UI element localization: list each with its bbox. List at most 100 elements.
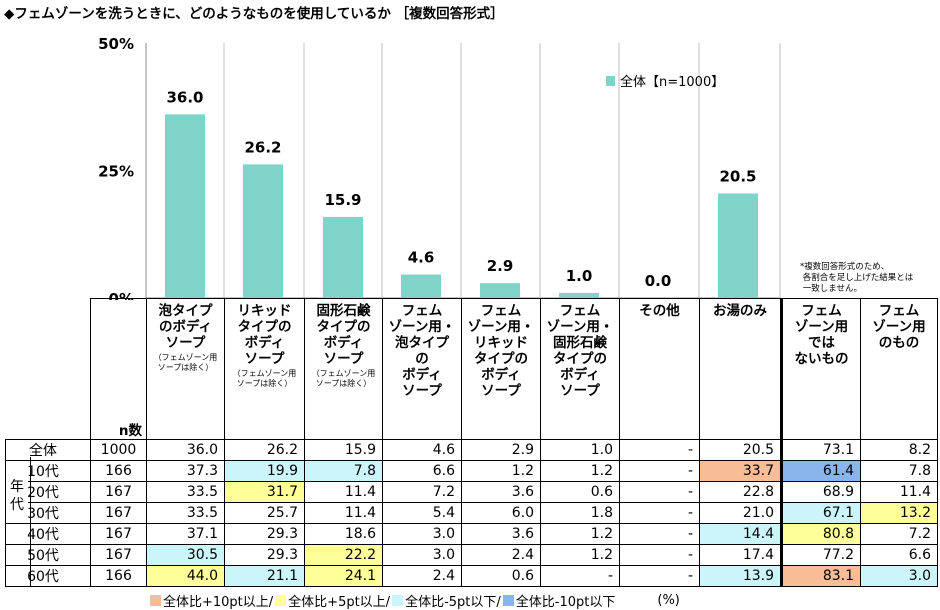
table-cell: 7.8 bbox=[860, 460, 938, 482]
legend-label: 全体比+10pt以上/ bbox=[163, 595, 274, 610]
table-cell: 83.1 bbox=[780, 565, 861, 587]
legend-label: 全体比-5pt以下/ bbox=[405, 595, 501, 610]
table-cell: - bbox=[540, 565, 620, 587]
legend-label: 全体【n=1000】 bbox=[620, 74, 724, 90]
bar-chart: 0% 25% 50% 36.0 26.2 15.9 4.6 2.9 1.0 0.0 20.5 全体【n… bbox=[98, 35, 781, 300]
footnote: *複数回答形式のため、 各割合を足し上げた結果とは 一致しません。 bbox=[800, 262, 914, 294]
column-header: 固形石鹸 タイプの ボディ ソープ （フェムゾーン用 ソープは除く） bbox=[304, 298, 383, 440]
table-cell: 68.9 bbox=[780, 481, 861, 503]
table-cell: 13.9 bbox=[699, 565, 782, 587]
table-cell: 5.4 bbox=[382, 502, 462, 524]
column-header: フェム ゾーン用・ 固形石鹸 タイプの ボディ ソープ bbox=[540, 298, 620, 440]
table-cell: 44.0 bbox=[146, 565, 225, 587]
table-cell: 33.7 bbox=[699, 460, 782, 482]
table-cell: 37.1 bbox=[146, 523, 225, 545]
bar bbox=[165, 114, 205, 299]
column-header: フェム ゾーン用 では ないもの bbox=[780, 298, 861, 440]
column-header: 泡タイプ のボディ ソープ （フェムゾーン用 ソープは除く） bbox=[146, 298, 225, 440]
table-cell: - bbox=[619, 460, 700, 482]
legend-swatch bbox=[150, 595, 161, 606]
legend-swatch bbox=[275, 595, 287, 606]
table-cell: - bbox=[619, 523, 700, 545]
n-column-header: n数 bbox=[90, 298, 147, 440]
column-header: リキッド タイプの ボディ ソープ （フェムゾーン用 ソープは除く） bbox=[224, 298, 305, 440]
table-cell: 20.5 bbox=[699, 439, 782, 461]
age-group-label: 年代 bbox=[6, 478, 28, 514]
column-header: フェム ゾーン用・ 泡タイプのボディ ソープ bbox=[382, 298, 462, 440]
legend-swatch bbox=[502, 595, 514, 606]
bar-value-label: 36.0 bbox=[166, 88, 203, 106]
table-row: 全体 1000 36.0 26.2 15.9 4.6 2.9 1.0-20.5 73.1 8.2 bbox=[5, 439, 938, 461]
table-cell: 22.8 bbox=[699, 481, 782, 503]
table-cell: 11.4 bbox=[860, 481, 938, 503]
bar-value-label: 0.0 bbox=[645, 272, 672, 290]
table-cell: 7.8 bbox=[304, 460, 383, 482]
table-cell: 19.9 bbox=[224, 460, 305, 482]
table-cell: 0.6 bbox=[461, 565, 541, 587]
table-cell: 3.0 bbox=[382, 544, 462, 566]
row-label: 50代 bbox=[5, 544, 91, 566]
table-cell: 1.8 bbox=[540, 502, 620, 524]
bar bbox=[480, 283, 520, 298]
table-cell: 11.4 bbox=[304, 481, 383, 503]
unit-label: (%) bbox=[657, 593, 680, 608]
n-value: 166 bbox=[90, 460, 147, 482]
table-cell: 3.6 bbox=[461, 523, 541, 545]
table-cell: - bbox=[619, 481, 700, 503]
bar-value-label: 20.5 bbox=[719, 167, 756, 185]
table-cell: 29.3 bbox=[224, 523, 305, 545]
table-cell: 17.4 bbox=[699, 544, 782, 566]
table-cell: 2.4 bbox=[461, 544, 541, 566]
bar-value-label: 4.6 bbox=[408, 249, 435, 267]
table-cell: 3.0 bbox=[860, 565, 938, 587]
table-cell: 11.4 bbox=[304, 502, 383, 524]
bar-value-label: 2.9 bbox=[487, 257, 514, 275]
table-cell: 22.2 bbox=[304, 544, 383, 566]
bar-value-label: 26.2 bbox=[244, 138, 281, 156]
table-cell: 77.2 bbox=[780, 544, 861, 566]
table-cell: 37.3 bbox=[146, 460, 225, 482]
table-cell: 6.0 bbox=[461, 502, 541, 524]
n-value: 167 bbox=[90, 544, 147, 566]
color-legend: 全体比+10pt以上/全体比+5pt以上/全体比-5pt以下/全体比-10pt以… bbox=[150, 591, 680, 610]
table-cell: 36.0 bbox=[146, 439, 225, 461]
table-cell: 67.1 bbox=[780, 502, 861, 524]
table-cell: 1.2 bbox=[540, 544, 620, 566]
table-row: 40代 167 37.1 29.3 18.6 3.0 3.6 1.2-14.4 80.8 7.2 bbox=[5, 523, 938, 545]
table-cell: 18.6 bbox=[304, 523, 383, 545]
table-cell: 1.2 bbox=[461, 460, 541, 482]
column-header: フェム ゾーン用 のもの bbox=[860, 298, 938, 440]
table-cell: 6.6 bbox=[860, 544, 938, 566]
table-cell: 2.9 bbox=[461, 439, 541, 461]
table-cell: 1.2 bbox=[540, 523, 620, 545]
y-tick-label: 50% bbox=[98, 35, 134, 53]
legend-swatch bbox=[606, 76, 615, 86]
table-cell: 33.5 bbox=[146, 481, 225, 503]
table-cell: 3.0 bbox=[382, 523, 462, 545]
table-cell: 15.9 bbox=[304, 439, 383, 461]
table-cell: 13.2 bbox=[860, 502, 938, 524]
table-corner bbox=[6, 299, 91, 440]
table-cell: 30.5 bbox=[146, 544, 225, 566]
table-cell: 73.1 bbox=[780, 439, 861, 461]
table-cell: 24.1 bbox=[304, 565, 383, 587]
table-cell: 61.4 bbox=[780, 460, 861, 482]
table-cell: 4.6 bbox=[382, 439, 462, 461]
table-cell: 2.4 bbox=[382, 565, 462, 587]
bar bbox=[401, 274, 441, 298]
age-group-divider bbox=[30, 457, 31, 587]
table-cell: 7.2 bbox=[860, 523, 938, 545]
n-value: 167 bbox=[90, 481, 147, 503]
table-cell: - bbox=[619, 502, 700, 524]
bar-value-label: 1.0 bbox=[566, 267, 593, 285]
table-cell: - bbox=[619, 439, 700, 461]
table-cell: 21.0 bbox=[699, 502, 782, 524]
y-tick-label: 25% bbox=[98, 163, 134, 181]
row-label: 全体 bbox=[5, 439, 91, 461]
table-cell: - bbox=[619, 544, 700, 566]
n-value: 167 bbox=[90, 523, 147, 545]
column-header: お湯のみ bbox=[699, 298, 782, 440]
table-cell: 29.3 bbox=[224, 544, 305, 566]
bar bbox=[323, 216, 363, 298]
chart-title: ◆フェムゾーンを洗うときに、どのようなものを使用しているか ［複数回答形式］ bbox=[4, 6, 504, 22]
